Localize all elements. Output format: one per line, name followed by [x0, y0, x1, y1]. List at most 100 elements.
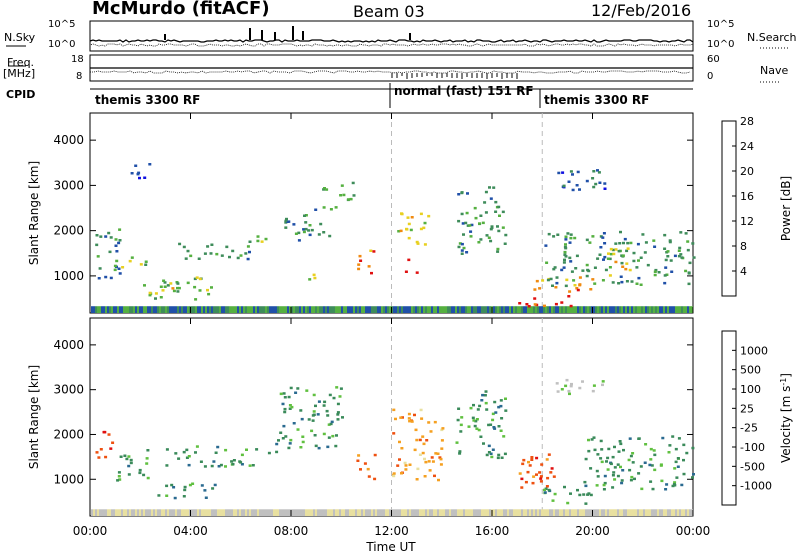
echo-pixel — [372, 250, 376, 253]
echo-pixel — [325, 188, 329, 191]
scatter-pixel — [535, 306, 537, 313]
echo-pixel — [336, 413, 340, 416]
echo-pixel — [494, 200, 498, 204]
echo-pixel — [182, 495, 186, 498]
echo-pixel — [161, 289, 165, 292]
scatter-pixel — [523, 509, 525, 516]
echo-pixel — [527, 305, 531, 308]
scatter-pixel — [601, 306, 603, 313]
scatter-pixel — [555, 509, 557, 516]
scatter-pixel — [425, 306, 427, 313]
echo-pixel — [165, 464, 169, 467]
echo-pixel — [504, 409, 508, 412]
echo-pixel — [246, 245, 250, 248]
echo-pixel — [399, 416, 403, 419]
echo-pixel — [570, 382, 573, 386]
scatter-pixel — [181, 306, 183, 313]
echo-pixel — [555, 382, 559, 385]
echo-pixel — [564, 243, 567, 246]
echo-pixel — [430, 456, 434, 459]
echo-pixel — [483, 394, 487, 397]
echo-pixel — [231, 249, 235, 253]
scatter-pixel — [383, 509, 385, 516]
echo-pixel — [665, 273, 669, 276]
scatter-pixel — [259, 509, 261, 516]
scatter-pixel — [467, 306, 469, 313]
scatter-pixel — [683, 306, 685, 313]
scatter-pixel — [289, 306, 291, 313]
echo-pixel — [183, 488, 187, 492]
scatter-pixel — [493, 509, 495, 516]
scatter-pixel — [553, 306, 555, 313]
echo-pixel — [565, 278, 569, 282]
scatter-pixel — [263, 306, 265, 313]
scatter-pixel — [123, 306, 125, 313]
echo-pixel — [185, 456, 189, 459]
echo-pixel — [546, 278, 550, 282]
echo-pixel — [103, 430, 107, 434]
echo-pixel — [282, 424, 286, 428]
scatter-pixel — [145, 306, 147, 313]
echo-pixel — [99, 448, 103, 451]
scatter-pixel — [527, 509, 529, 516]
echo-pixel — [597, 171, 601, 174]
counts-tick-high-left: 10^5 — [48, 19, 76, 30]
scatter-pixel — [301, 509, 303, 516]
scatter-pixel — [345, 509, 347, 516]
echo-pixel — [296, 387, 300, 390]
echo-pixel — [566, 232, 570, 235]
echo-pixel — [565, 378, 569, 382]
echo-pixel — [466, 224, 470, 227]
echo-pixel — [465, 211, 469, 215]
echo-pixel — [182, 450, 186, 454]
station-title: McMurdo (fitACF) — [92, 0, 270, 19]
echo-pixel — [118, 228, 122, 231]
echo-pixel — [657, 271, 661, 274]
scatter-pixel — [679, 306, 681, 313]
echo-pixel — [581, 269, 585, 272]
scatter-pixel — [287, 306, 289, 313]
scatter-pixel — [673, 306, 675, 313]
echo-pixel — [210, 286, 213, 289]
cpid-segment-2: normal (fast) 151 RF — [394, 84, 534, 98]
echo-pixel — [335, 434, 338, 437]
scatter-pixel — [567, 509, 569, 516]
scatter-pixel — [493, 306, 495, 313]
scatter-pixel — [667, 306, 669, 313]
scatter-pixel — [161, 509, 163, 516]
scatter-pixel — [401, 509, 403, 516]
scatter-pixel — [545, 306, 547, 313]
echo-pixel — [283, 410, 287, 414]
scatter-pixel — [529, 306, 531, 313]
scatter-pixel — [165, 306, 167, 313]
echo-pixel — [415, 240, 419, 244]
scatter-pixel — [565, 509, 567, 516]
echo-pixel — [423, 221, 427, 225]
echo-pixel — [518, 302, 522, 305]
scatter-pixel — [365, 509, 367, 516]
scatter-pixel — [337, 306, 339, 313]
echo-pixel — [148, 291, 152, 295]
echo-pixel — [289, 386, 293, 390]
echo-pixel — [314, 404, 317, 408]
scatter-pixel — [551, 509, 553, 516]
scatter-pixel — [483, 509, 485, 516]
scatter-pixel — [233, 509, 235, 516]
scatter-pixel — [365, 306, 367, 313]
scatter-pixel — [249, 509, 251, 516]
echo-pixel — [299, 409, 303, 412]
scatter-pixel — [219, 306, 221, 313]
scatter-pixel — [257, 509, 259, 516]
scatter-pixel — [477, 509, 479, 516]
scatter-pixel — [99, 509, 101, 516]
scatter-pixel — [103, 509, 105, 516]
echo-pixel — [589, 288, 593, 291]
scatter-pixel — [281, 509, 283, 516]
echo-pixel — [310, 228, 314, 232]
echo-pixel — [653, 273, 657, 277]
echo-pixel — [107, 231, 111, 235]
echo-pixel — [203, 465, 207, 468]
echo-pixel — [564, 235, 568, 238]
echo-pixel — [612, 252, 616, 256]
echo-pixel — [584, 502, 588, 505]
